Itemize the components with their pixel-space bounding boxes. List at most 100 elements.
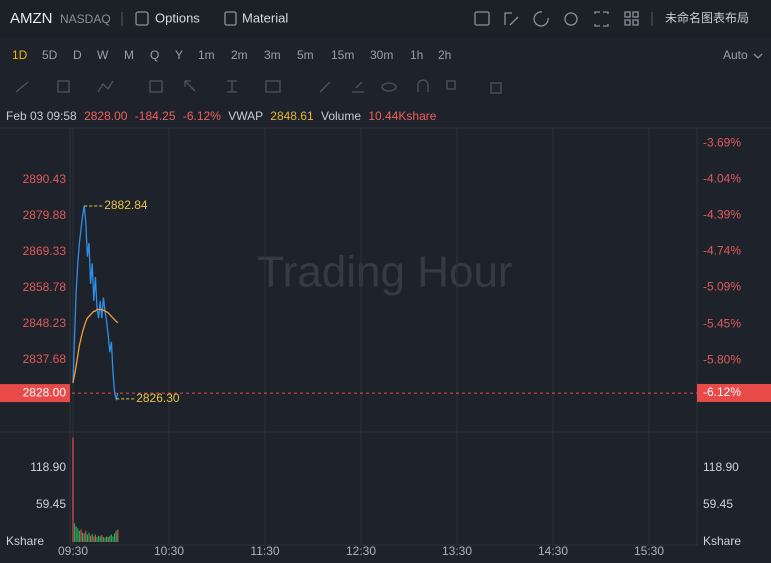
options-button[interactable]: Options xyxy=(155,10,200,25)
current-pct-box xyxy=(697,383,771,402)
y-tick-label: 2869.33 xyxy=(23,244,67,258)
volume-bar xyxy=(80,529,82,542)
watermark: Trading Hour xyxy=(257,248,512,297)
y-tick-label: 2858.78 xyxy=(23,280,67,294)
indicator-icon[interactable] xyxy=(474,11,490,26)
tool-icon[interactable] xyxy=(149,80,163,93)
volume-unit-right: Kshare xyxy=(703,534,741,548)
y2-tick-label: -4.04% xyxy=(703,171,741,185)
tool-icon[interactable] xyxy=(184,80,196,92)
tool-icon[interactable] xyxy=(417,79,429,92)
period[interactable]: 2m xyxy=(231,48,248,62)
period[interactable]: 1m xyxy=(198,48,215,62)
volume-bar xyxy=(75,526,77,542)
tool-icon[interactable] xyxy=(490,82,502,94)
period[interactable]: 30m xyxy=(370,48,393,62)
volume-value: 10.44Kshare xyxy=(368,109,436,123)
volume-bar xyxy=(96,537,98,542)
options-icon[interactable] xyxy=(135,11,149,26)
period[interactable]: 1D xyxy=(12,48,28,62)
drawing-tools xyxy=(15,79,502,94)
quote-time: Feb 03 09:58 xyxy=(6,109,77,123)
x-tick-label: 15:30 xyxy=(634,544,664,558)
fullscreen-icon[interactable] xyxy=(594,11,609,27)
y-tick-label-right: 59.45 xyxy=(703,497,733,511)
draw-icon[interactable] xyxy=(504,12,519,26)
period[interactable]: 15m xyxy=(331,48,354,62)
y-tick-label: 2890.43 xyxy=(23,172,67,186)
tool-icon[interactable] xyxy=(57,80,70,93)
period[interactable]: 5m xyxy=(297,48,314,62)
y2-tick-label: -4.39% xyxy=(703,207,741,221)
volume-bar xyxy=(110,534,112,542)
material-button[interactable]: Material xyxy=(242,10,288,25)
toolbar-icons xyxy=(474,11,653,27)
symbol[interactable]: AMZN xyxy=(10,10,53,27)
tool-icon[interactable] xyxy=(319,81,331,93)
tool-icon[interactable] xyxy=(265,80,281,93)
volume-bar xyxy=(93,536,95,542)
tool-icon[interactable] xyxy=(227,80,237,93)
volume-bar xyxy=(74,523,76,542)
volume-bar xyxy=(109,535,111,542)
vwap-value: 2848.61 xyxy=(270,109,314,123)
scale-mode[interactable]: Auto xyxy=(723,48,748,62)
volume-unit-left: Kshare xyxy=(6,534,44,548)
volume-bar xyxy=(114,533,116,542)
y-tick-label: 2879.88 xyxy=(23,208,67,222)
quote-line: Feb 03 09:58 2828.00 -184.25 -6.12% VWAP… xyxy=(6,109,437,123)
volume-bar xyxy=(99,536,101,542)
plot: 2837.68 2848.23 2858.78 2869.33 2879.88 2890.… xyxy=(0,128,771,558)
period[interactable]: Y xyxy=(175,48,183,62)
y-tick-label: 2837.68 xyxy=(23,352,67,366)
x-tick-label: 12:30 xyxy=(346,544,376,558)
exchange: NASDAQ xyxy=(60,12,111,26)
tool-icon[interactable] xyxy=(15,81,29,93)
volume-bar xyxy=(115,530,117,542)
y-tick-label: 59.45 xyxy=(36,497,66,511)
period[interactable]: 3m xyxy=(264,48,281,62)
period[interactable]: M xyxy=(124,48,134,62)
top-bar xyxy=(0,0,771,38)
volume-bar xyxy=(77,528,79,542)
dropdown-arrow[interactable] xyxy=(753,53,763,59)
layout-icon[interactable] xyxy=(624,11,631,18)
volume-bar xyxy=(78,530,80,542)
refresh-icon[interactable] xyxy=(533,11,549,27)
volume-bar xyxy=(101,535,103,542)
volume-bar xyxy=(91,533,93,542)
volume-bar xyxy=(112,536,114,542)
volume-bar xyxy=(85,530,87,542)
tool-icon[interactable] xyxy=(381,82,397,92)
y2-tick-label: -5.09% xyxy=(703,279,741,293)
volume-bar xyxy=(88,532,90,542)
y2-tick-label: -5.80% xyxy=(703,352,741,366)
tool-icon[interactable] xyxy=(352,81,364,93)
period[interactable]: 5D xyxy=(42,48,58,62)
period[interactable]: 2h xyxy=(438,48,451,62)
period[interactable]: D xyxy=(73,48,82,62)
tool-icon[interactable] xyxy=(97,80,114,93)
period[interactable]: 1h xyxy=(410,48,423,62)
tool-icon[interactable] xyxy=(446,80,456,90)
y2-tick-label: -4.74% xyxy=(703,243,741,257)
volume-bar xyxy=(98,535,100,542)
settings-icon[interactable] xyxy=(564,12,578,26)
period[interactable]: Q xyxy=(150,48,159,62)
volume-label: Volume xyxy=(321,109,361,123)
volume-bar xyxy=(72,437,74,542)
period[interactable]: W xyxy=(97,48,109,62)
layout-name[interactable]: 未命名图表布局 xyxy=(665,10,749,25)
volume-bar xyxy=(94,534,96,542)
series-line xyxy=(72,205,119,402)
x-tick-label: 14:30 xyxy=(538,544,568,558)
layout-icon-part xyxy=(632,19,639,26)
y2-tick-label: -3.69% xyxy=(703,136,741,150)
current-price-label: 2828.00 xyxy=(23,385,67,399)
volume-bar xyxy=(106,536,108,542)
y-tick-label: 118.90 xyxy=(30,460,66,474)
x-tick-label: 13:30 xyxy=(442,544,472,558)
quote-change: -184.25 xyxy=(135,109,176,123)
material-icon[interactable] xyxy=(224,11,237,26)
